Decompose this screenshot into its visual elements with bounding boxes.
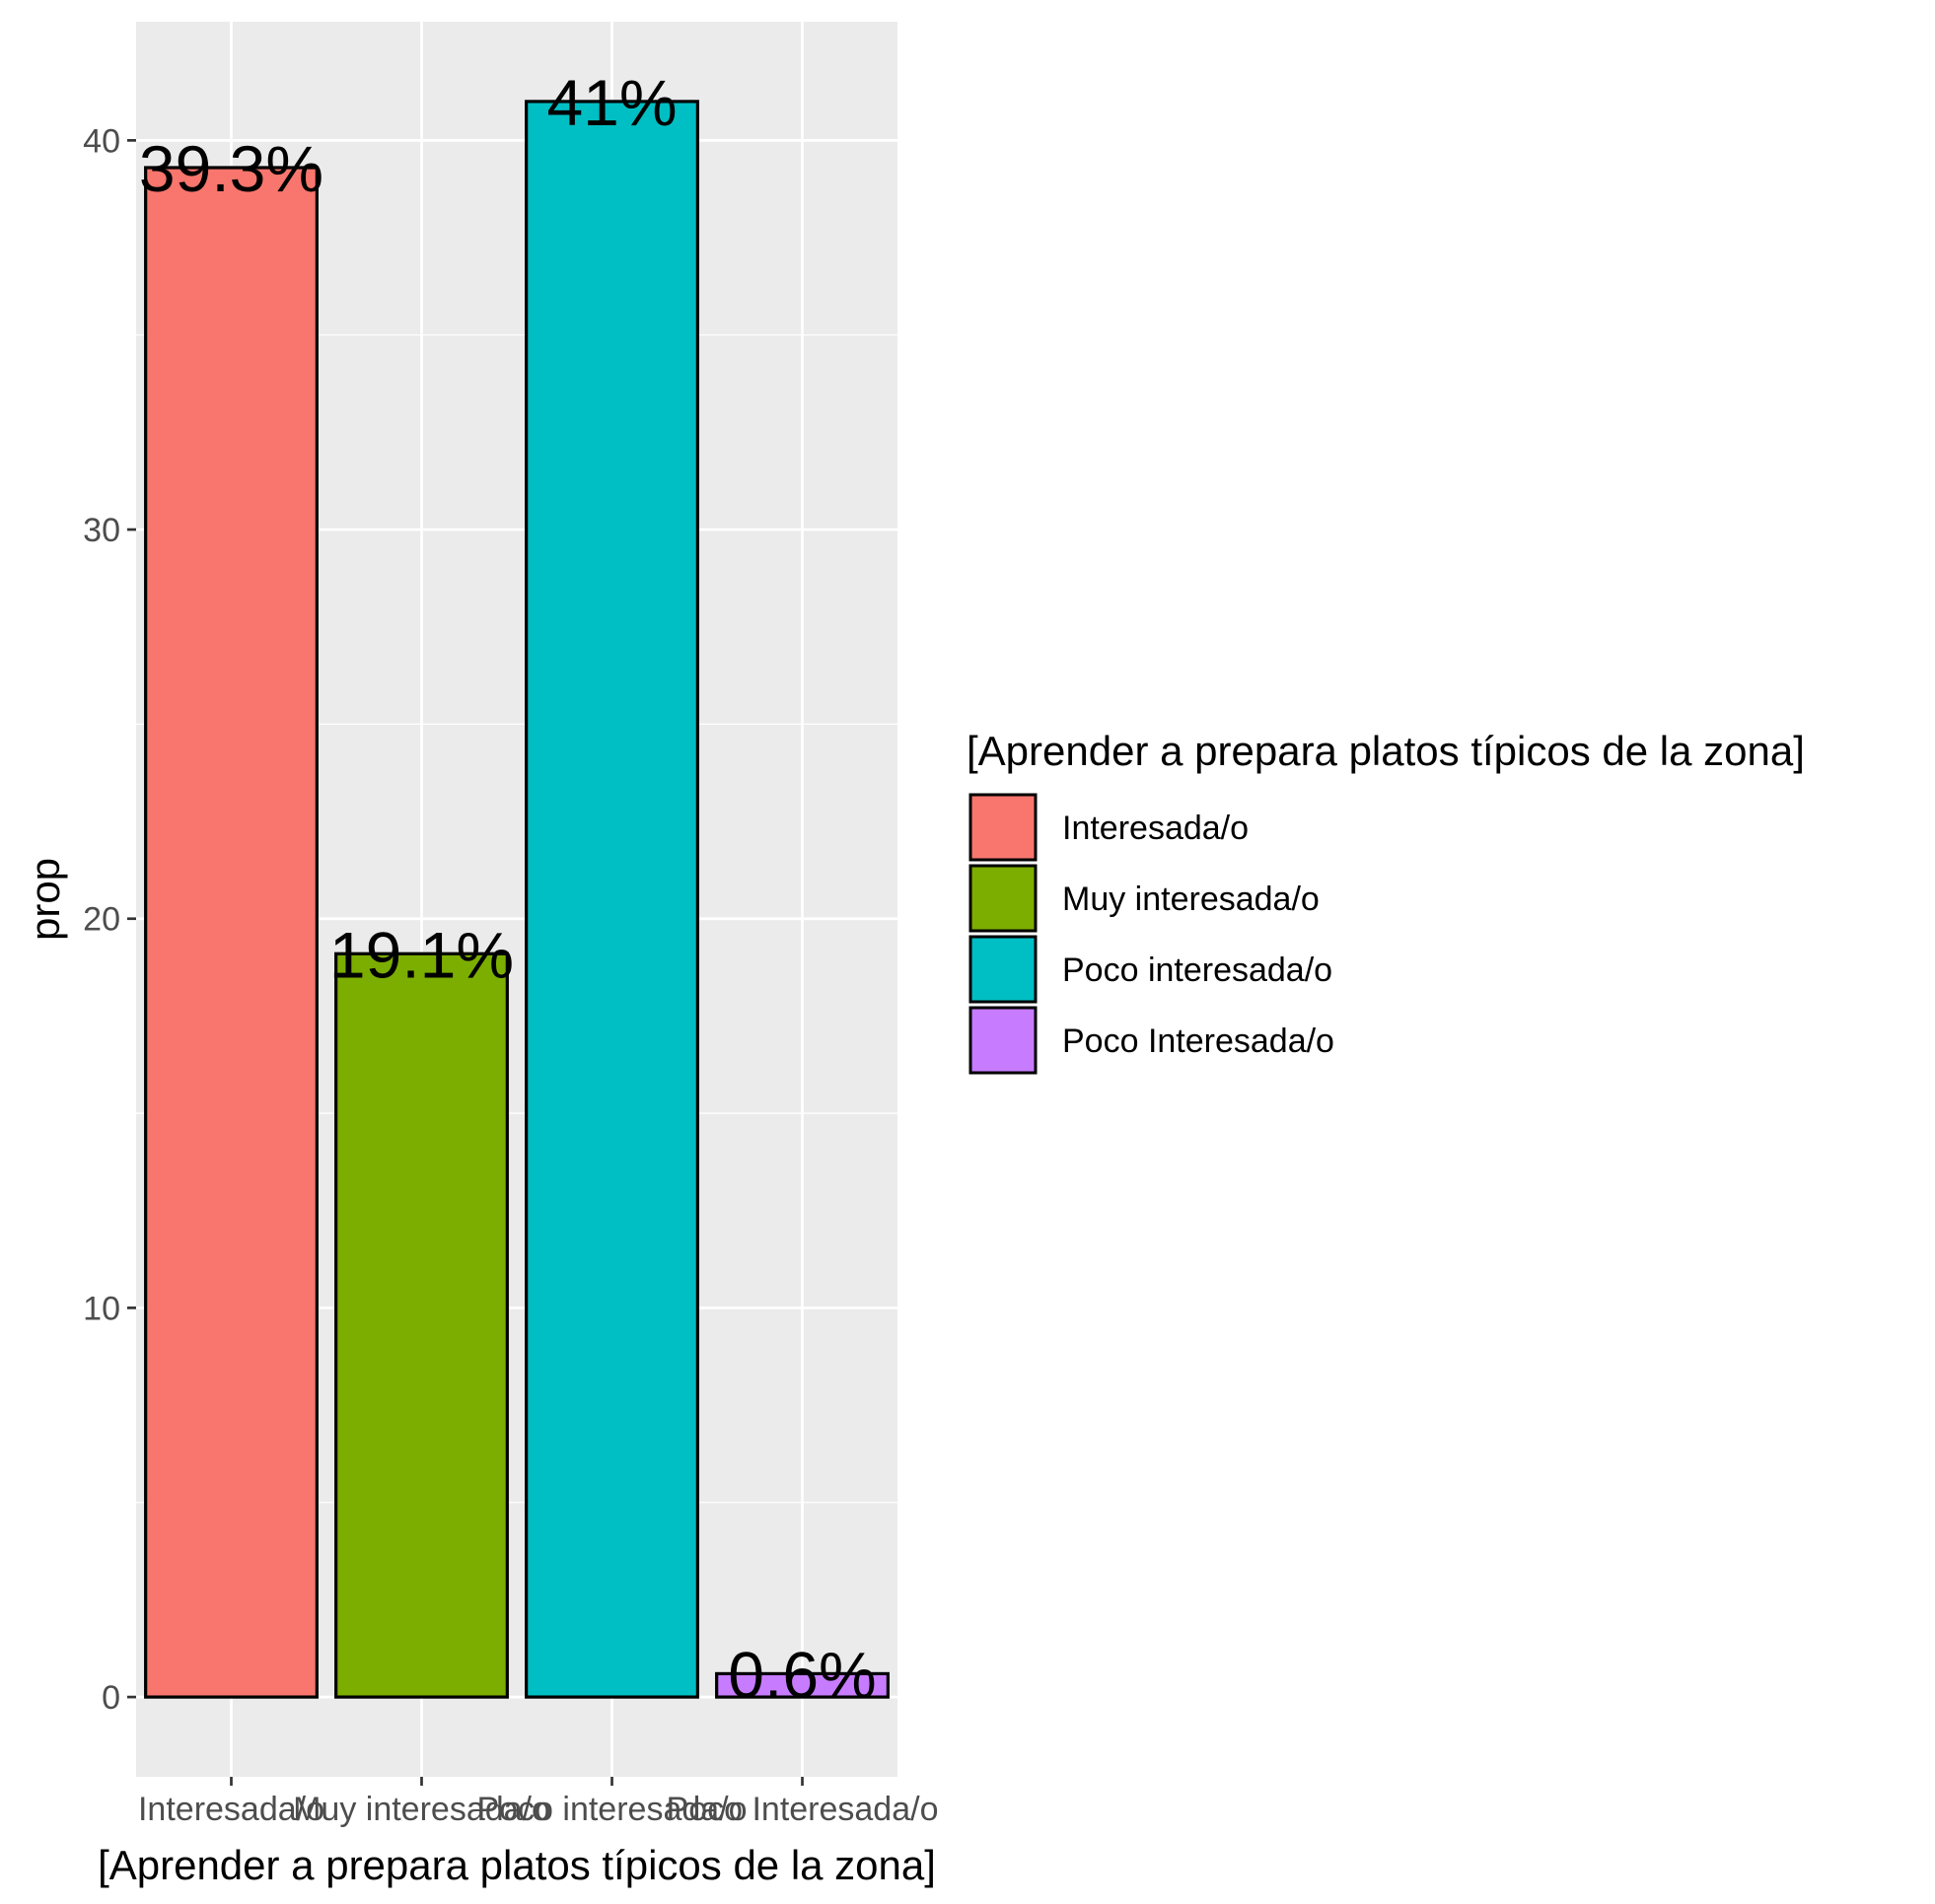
x-tick-label: Interesada/o	[138, 1791, 324, 1828]
y-tick-label: 0	[102, 1679, 120, 1717]
data-label: 0.6%	[728, 1638, 876, 1711]
bar	[144, 166, 319, 1699]
legend-entries: Interesada/o Muy interesada/o Poco interes…	[968, 793, 1334, 1075]
legend-label: Muy interesada/o	[1062, 881, 1320, 918]
data-label: 41%	[546, 66, 677, 139]
bar	[525, 100, 699, 1699]
bar	[334, 952, 509, 1699]
data-label: 39.3%	[139, 132, 323, 205]
data-label: 19.1%	[329, 918, 514, 991]
legend-key	[968, 793, 1038, 862]
bar	[715, 1671, 890, 1699]
bars	[144, 100, 890, 1699]
x-tick-label: Muy interesada/o	[293, 1791, 550, 1828]
legend-label: Poco interesada/o	[1062, 952, 1332, 989]
y-tick-label: 30	[83, 512, 120, 549]
x-axis-title: [Aprender a prepara platos típicos de la…	[98, 1842, 936, 1888]
legend-title: [Aprender a prepara platos típicos de la…	[967, 728, 1805, 774]
y-axis-title: prop	[22, 858, 68, 941]
y-tick-label: 20	[83, 901, 120, 939]
legend: [Aprender a prepara platos típicos de la…	[967, 728, 1805, 1075]
x-tick-label: Poco Interesada/o	[667, 1791, 939, 1828]
legend-label: Poco Interesada/o	[1062, 1023, 1334, 1060]
data-labels: 39.3% 19.1% 41% 0.6%	[139, 66, 877, 1712]
x-tick-label: Poco interesada/o	[476, 1791, 747, 1828]
y-axis: 0 10 20 30 40	[83, 122, 136, 1717]
legend-label: Interesada/o	[1062, 810, 1249, 847]
y-tick-label: 10	[83, 1290, 120, 1327]
legend-key	[968, 935, 1038, 1004]
legend-key	[968, 1006, 1038, 1075]
y-tick-label: 40	[83, 122, 120, 160]
legend-key	[968, 864, 1038, 933]
